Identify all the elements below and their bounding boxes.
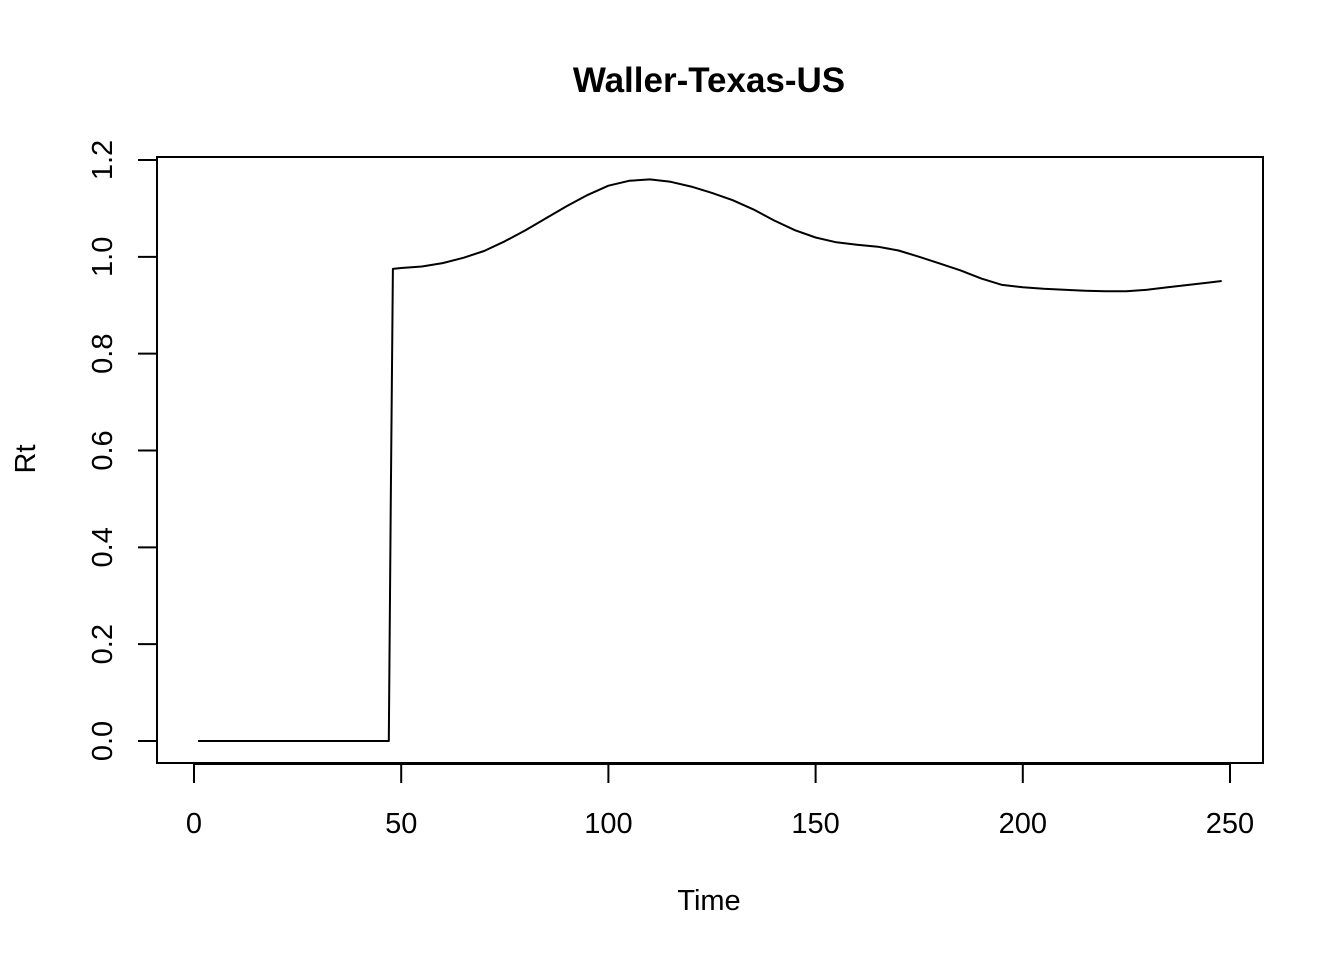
y-tick-label: 0.2: [87, 624, 119, 664]
y-tick-label: 0.8: [87, 334, 119, 374]
y-tick-label: 1.2: [87, 140, 119, 180]
y-tick-label: 0.6: [87, 430, 119, 470]
chart-title: Waller-Texas-US: [573, 61, 845, 100]
series-layer: [198, 178, 1222, 742]
y-axis: 0.0 0.2 0.4 0.6 0.8 1.0 1.2: [87, 140, 158, 761]
x-tick-label: 250: [1206, 808, 1254, 840]
y-axis-label: Rt: [10, 445, 42, 474]
x-tick-label: 100: [584, 808, 632, 840]
y-tick-label: 1.0: [87, 237, 119, 277]
x-tick-label: 150: [791, 808, 839, 840]
y-tick-label: 0.0: [87, 721, 119, 761]
y-tick-label: 0.4: [87, 527, 119, 567]
x-tick-label: 0: [186, 808, 202, 840]
x-axis: 0 50 100 150 200 250: [186, 763, 1254, 840]
plot-frame: [156, 156, 1264, 764]
x-tick-label: 200: [999, 808, 1047, 840]
series-line: [198, 178, 1222, 742]
x-tick-label: 50: [385, 808, 417, 840]
x-axis-label: Time: [677, 885, 740, 917]
